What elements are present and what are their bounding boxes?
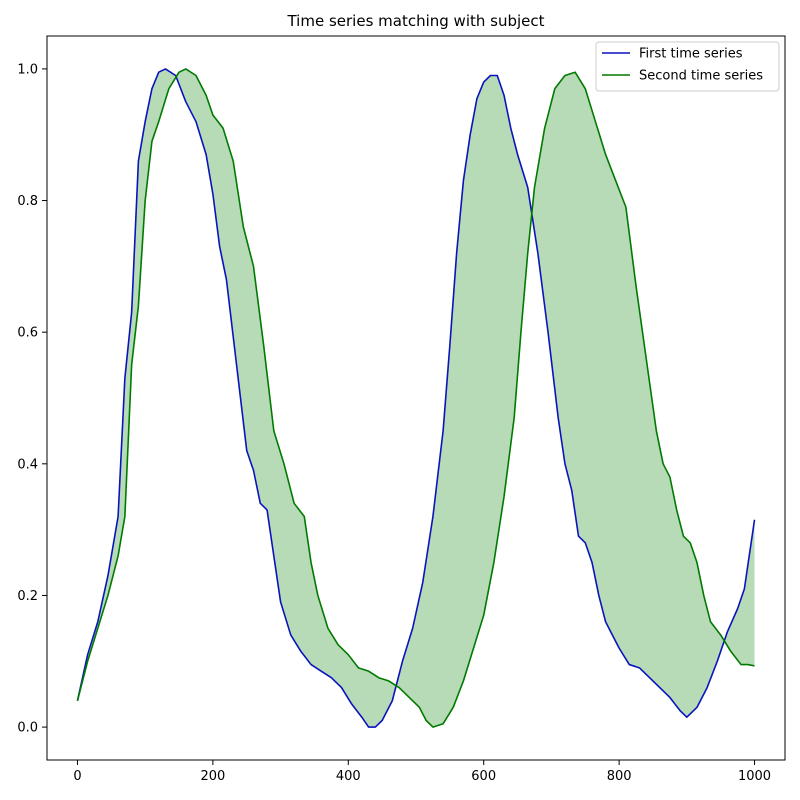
- x-tick-label: 400: [336, 769, 361, 784]
- legend-box: [595, 41, 780, 92]
- x-tick-label: 600: [471, 769, 496, 784]
- fill-between-area: [77, 68, 755, 728]
- fill-between-region: [77, 68, 755, 728]
- legend-label-2: Second time series: [639, 69, 763, 84]
- x-tick-label: 1000: [738, 769, 771, 784]
- x-tick-label: 0: [73, 769, 81, 784]
- series-line-1: [76, 68, 756, 728]
- y-tick-label: 0.8: [17, 194, 38, 209]
- y-tick-label: 1.0: [17, 62, 38, 77]
- x-tick-label: 800: [607, 769, 632, 784]
- x-axis: 0 200 400 600 800 1000: [73, 760, 771, 784]
- series-lines: [76, 68, 756, 728]
- legend-label-1: First time series: [639, 47, 743, 62]
- y-tick-label: 0.6: [17, 326, 38, 341]
- chart-title: Time series matching with subject: [286, 12, 544, 30]
- y-tick-label: 0.2: [17, 589, 38, 604]
- plot-frame: [46, 35, 786, 761]
- series-line-2: [76, 68, 755, 728]
- x-tick-label: 200: [200, 769, 225, 784]
- y-axis: 0.0 0.2 0.4 0.6 0.8 1.0: [17, 62, 47, 736]
- y-tick-label: 0.4: [17, 457, 38, 472]
- y-tick-label: 0.0: [17, 721, 38, 736]
- legend: First time series Second time series: [595, 41, 780, 92]
